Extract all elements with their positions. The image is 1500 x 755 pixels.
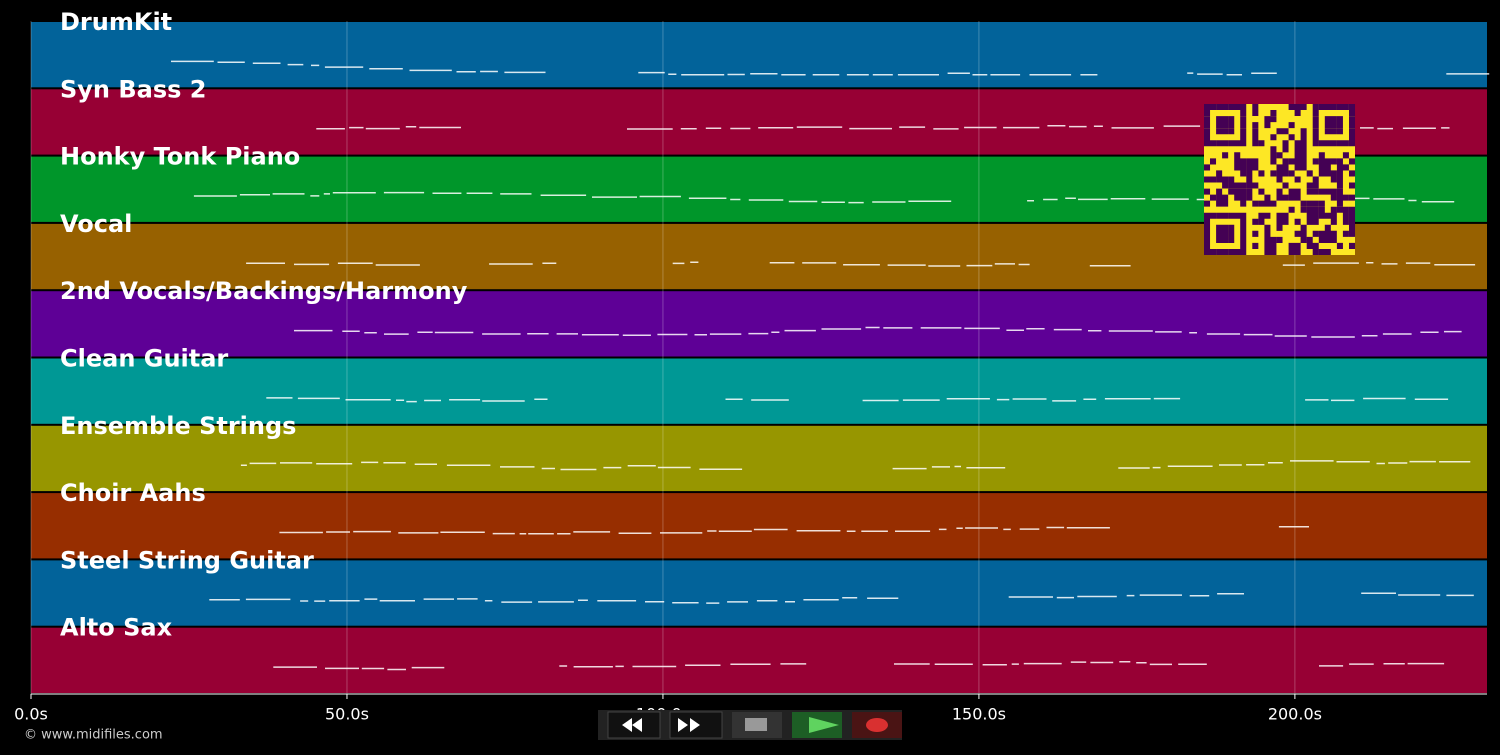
track-name: Clean Guitar: [60, 345, 228, 373]
note-texture: [171, 60, 1490, 76]
transport-controls: [598, 710, 902, 740]
track-row: [31, 493, 1487, 559]
track-name: Honky Tonk Piano: [60, 143, 300, 171]
track-row: [31, 22, 1487, 88]
record-button[interactable]: [852, 712, 902, 738]
forward-icon: [678, 718, 700, 732]
note-texture: [209, 592, 1474, 604]
track-name: Choir Aahs: [60, 479, 206, 507]
track-name: Ensemble Strings: [60, 412, 296, 440]
track-name: Vocal: [60, 210, 132, 238]
rewind-button[interactable]: [607, 711, 661, 739]
notes: [171, 60, 1490, 671]
stop-icon: [745, 718, 767, 731]
record-icon: [866, 718, 888, 732]
track-row: [31, 560, 1487, 626]
track-labels: DrumKit Syn Bass 2 Honky Tonk Piano Vocal 2n…: [60, 8, 468, 642]
x-tick-label: 200.0s: [1268, 705, 1322, 724]
track-row: [31, 425, 1487, 492]
track-name: DrumKit: [60, 8, 172, 36]
forward-button[interactable]: [669, 711, 723, 739]
note-texture: [266, 397, 1449, 403]
x-tick-label: 0.0s: [14, 705, 48, 724]
play-icon: [809, 717, 839, 733]
track-name: 2nd Vocals/Backings/Harmony: [60, 277, 468, 305]
track-name: Syn Bass 2: [60, 75, 206, 103]
note-texture: [279, 525, 1309, 535]
rewind-icon: [622, 718, 642, 732]
qr-modules: [1204, 104, 1356, 256]
track-row: [31, 291, 1487, 357]
x-tick-label: 150.0s: [952, 705, 1006, 724]
note-texture: [240, 460, 1471, 471]
play-button[interactable]: [792, 712, 842, 738]
track-name: Alto Sax: [60, 614, 173, 642]
track-row: [31, 358, 1487, 424]
track-name: Steel String Guitar: [60, 546, 314, 574]
grid: [30, 21, 1296, 694]
copyright: © www.midifiles.com: [24, 728, 163, 743]
note-texture: [294, 326, 1462, 338]
note-texture: [246, 261, 1476, 267]
track-row: [31, 627, 1487, 693]
note-texture: [273, 660, 1445, 671]
qr-code: [1204, 104, 1356, 256]
x-tick-label: 50.0s: [325, 705, 369, 724]
stop-button[interactable]: [732, 712, 782, 738]
